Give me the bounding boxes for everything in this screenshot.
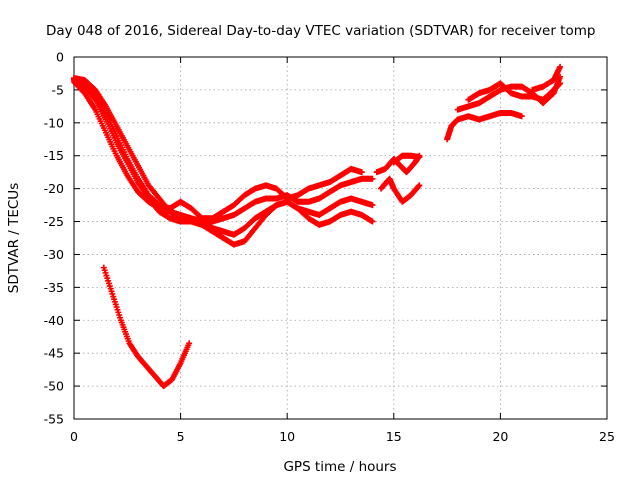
data-point (415, 183, 422, 190)
y-tick-label: -25 (44, 214, 64, 229)
y-tick-label: -40 (44, 313, 64, 328)
grid-lines (74, 57, 607, 419)
series-track-10 (378, 175, 423, 205)
y-tick-label: -10 (44, 115, 64, 130)
chart-title: Day 048 of 2016, Sidereal Day-to-day VTE… (46, 23, 595, 39)
data-point (416, 154, 423, 161)
plot-frame (73, 56, 608, 420)
x-tick-label: 10 (279, 429, 295, 444)
y-tick-label: -20 (44, 181, 64, 196)
y-tick-label: -5 (52, 82, 64, 97)
y-axis-title: SDTVAR / TECUs (6, 183, 22, 293)
series-track-16 (100, 264, 193, 390)
x-tick-label: 25 (599, 429, 615, 444)
series-track-15 (529, 63, 564, 93)
y-tick-label: -15 (44, 148, 64, 163)
y-tick-label: -55 (44, 412, 64, 427)
y-tick-label: 0 (56, 50, 64, 65)
data-point (557, 63, 564, 70)
data-point (186, 340, 193, 347)
x-tick-label: 15 (386, 429, 402, 444)
x-axis-title: GPS time / hours (283, 459, 396, 475)
data-point (369, 202, 376, 209)
data-point (557, 80, 564, 87)
data-point (416, 182, 423, 189)
data-point (358, 169, 365, 176)
series-track-6 (177, 195, 376, 238)
series-track-11 (390, 152, 423, 166)
series-track-8 (177, 165, 365, 222)
x-tick-label: 20 (492, 429, 508, 444)
x-tick-label: 0 (70, 429, 78, 444)
y-tick-label: -45 (44, 346, 64, 361)
data-point (518, 113, 525, 120)
axis-ticks: 0 5 10 15 20 25 0 -5 -10 -15 -20 -25 -30 -35 -40 -45 -50… (44, 50, 615, 445)
y-tick-label: -35 (44, 280, 64, 295)
series-track-14 (465, 80, 564, 103)
y-tick-label: -50 (44, 379, 64, 394)
series-track-12 (444, 109, 525, 143)
x-tick-label: 5 (177, 429, 185, 444)
data-point (369, 218, 376, 225)
data-point (369, 175, 376, 182)
series-track-4 (71, 75, 184, 212)
y-tick-label: -30 (44, 247, 64, 262)
data-points (71, 63, 564, 390)
